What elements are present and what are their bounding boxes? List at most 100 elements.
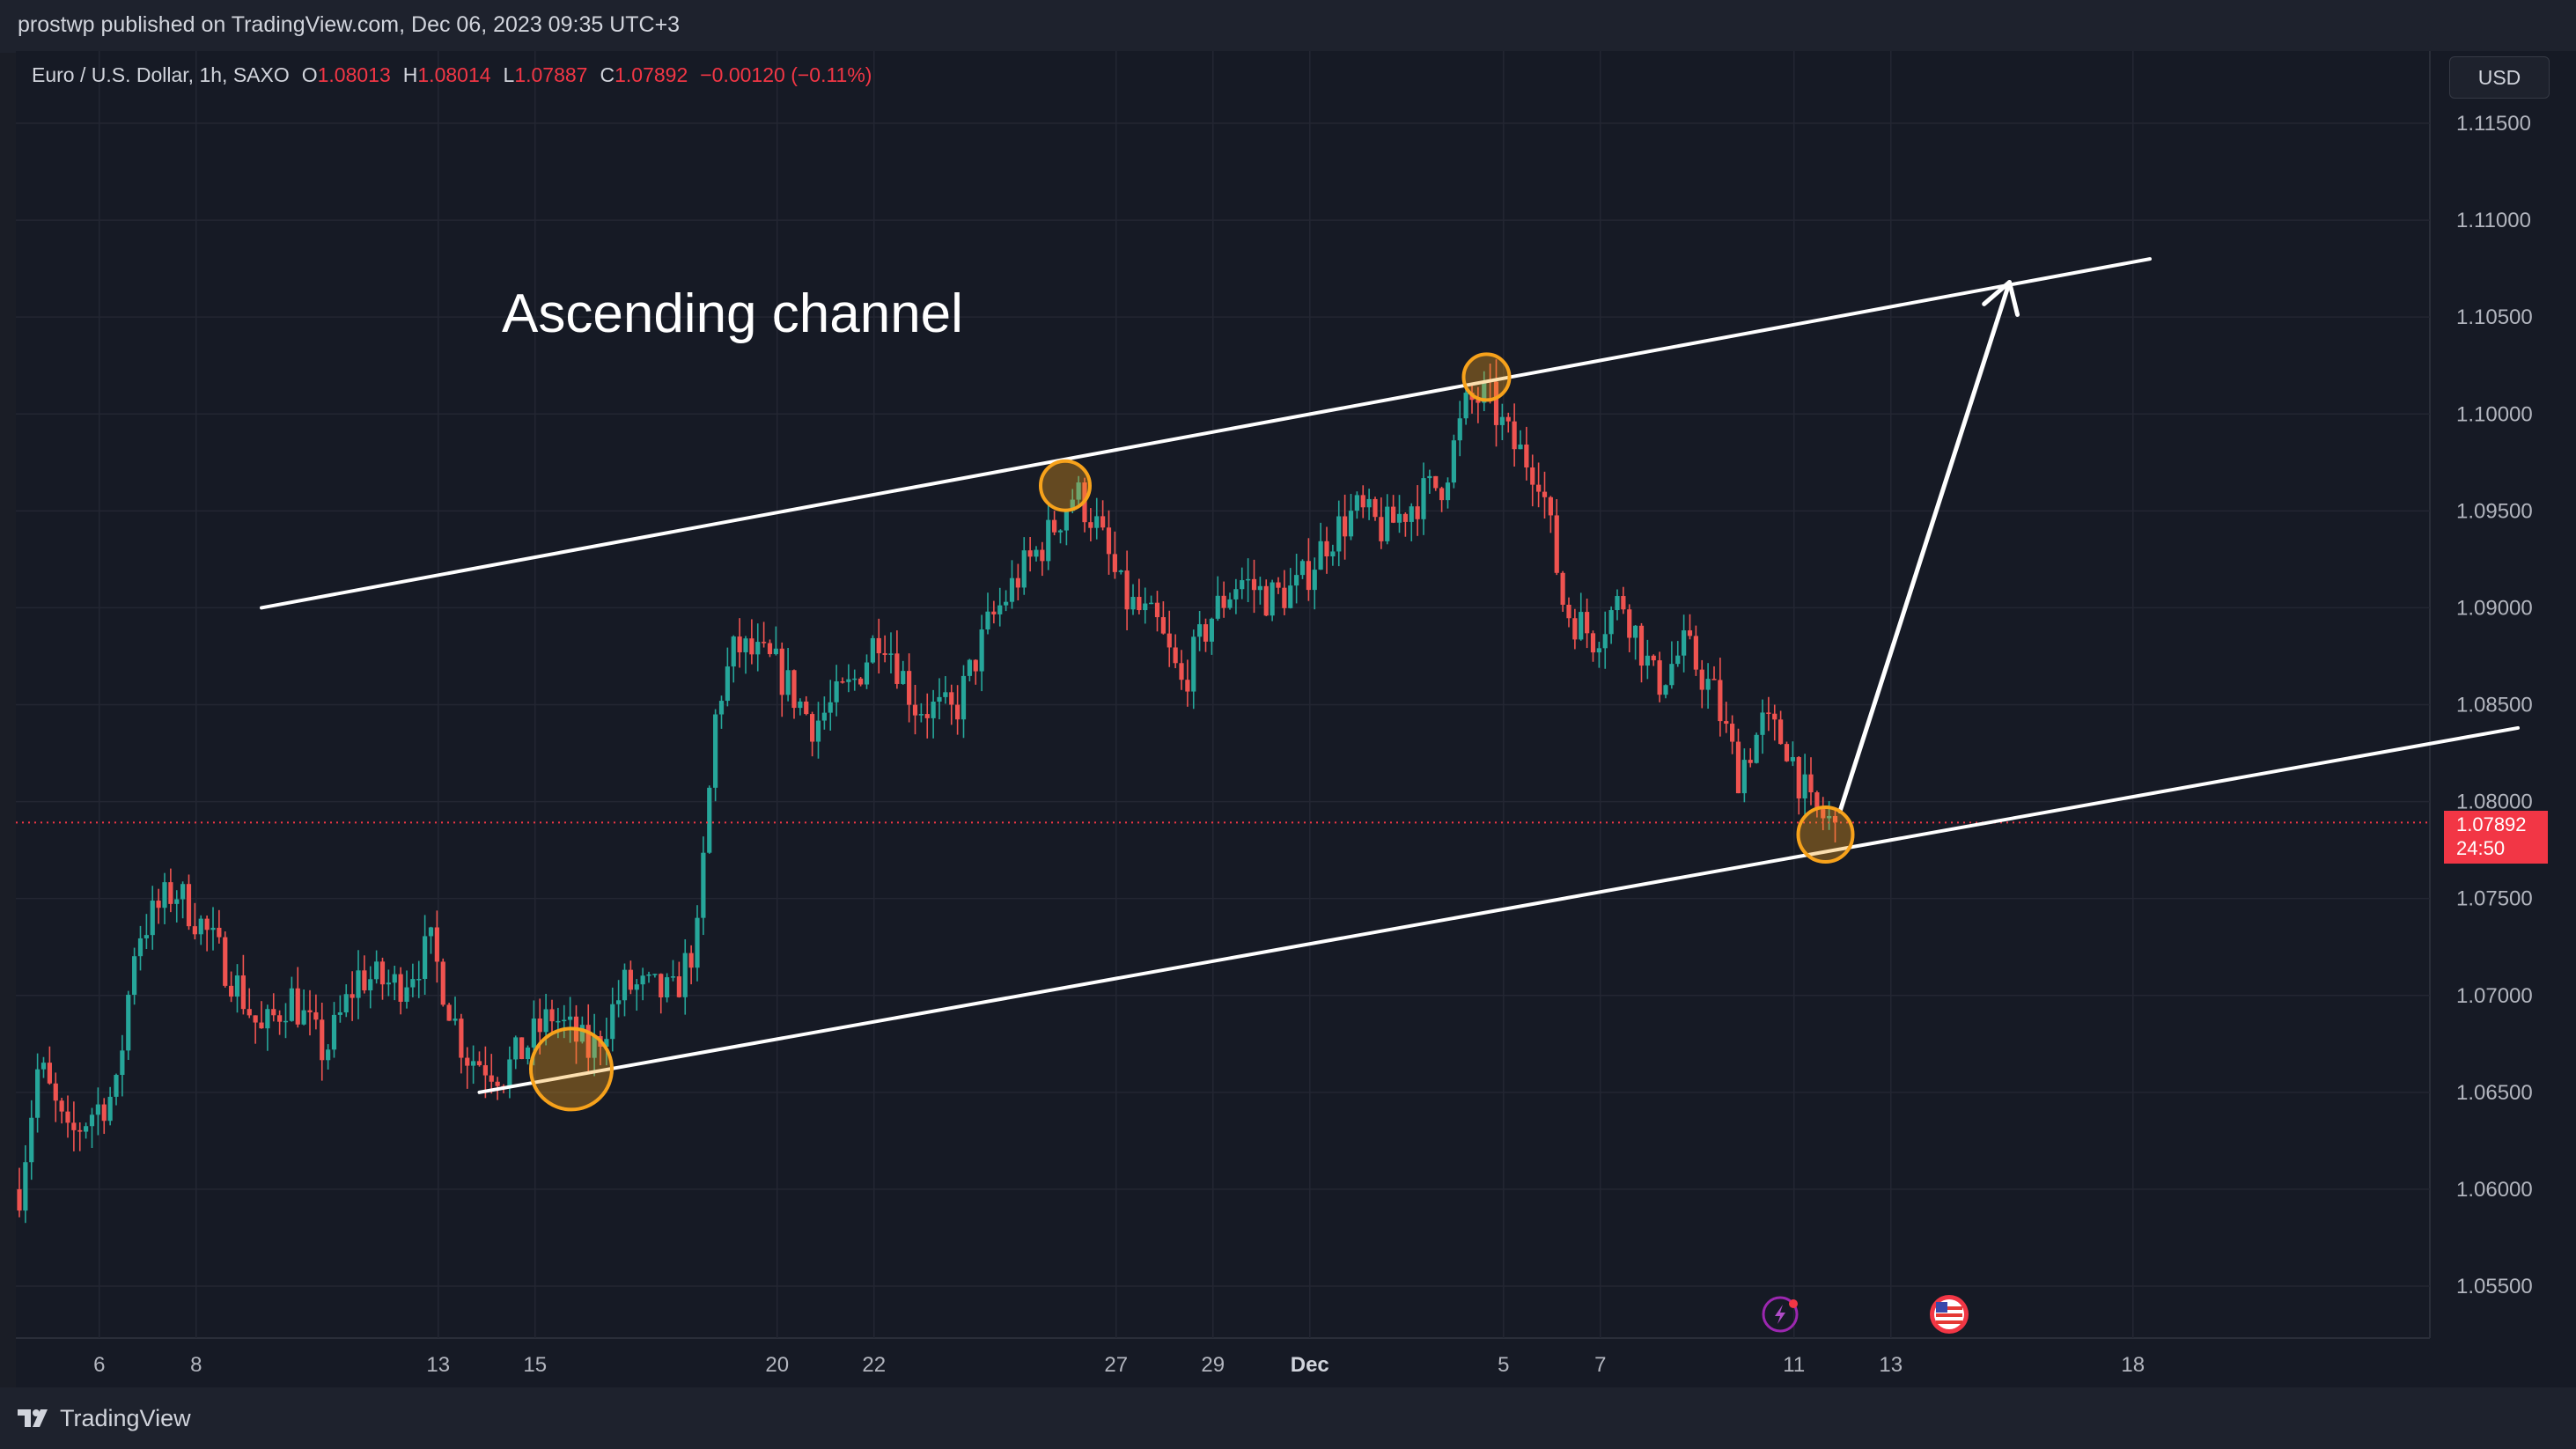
last-price-value: 1.07892	[2456, 813, 2527, 835]
candle-body	[1602, 634, 1608, 649]
candle-body	[1330, 551, 1336, 557]
candle-body	[1402, 513, 1408, 522]
candle-body	[1536, 484, 1542, 492]
candle-body	[1778, 719, 1784, 745]
candle-body	[652, 974, 658, 975]
candle-body	[71, 1122, 77, 1130]
candle-body	[1687, 630, 1693, 636]
event-icons[interactable]	[1762, 1295, 1969, 1334]
chart-area[interactable]: 1.11500 1.11000 1.10500 1.10000 1.09500 1.090…	[16, 51, 2576, 1387]
touch-point-circle[interactable]	[529, 1026, 614, 1112]
candle-body	[1167, 633, 1172, 648]
candle-body	[459, 1019, 464, 1058]
candle-body	[1112, 554, 1117, 572]
candle-body	[1173, 647, 1178, 664]
target-arrow-head[interactable]	[1982, 280, 2020, 317]
candle-body	[168, 882, 173, 904]
candle-body	[549, 1009, 555, 1022]
y-tick-label: 1.08500	[2456, 694, 2533, 717]
candle-body	[1021, 550, 1027, 588]
candle-body	[513, 1037, 519, 1060]
candle-body	[1633, 625, 1638, 638]
candle-body	[1512, 421, 1517, 450]
axis-layer: 1.11500 1.11000 1.10500 1.10000 1.09500 1.090…	[93, 112, 2533, 1377]
top-banner: prostwp published on TradingView.com, De…	[0, 0, 2576, 53]
candle-body	[1312, 570, 1317, 591]
candle-body	[1221, 595, 1226, 608]
candle-body	[265, 1009, 270, 1029]
candle-body	[307, 1010, 313, 1012]
candle-body	[1143, 603, 1148, 611]
candle-body	[1015, 577, 1020, 588]
candle-body	[912, 704, 918, 716]
candle-body	[901, 671, 906, 684]
candle-body	[852, 678, 857, 680]
candle-body	[120, 1050, 125, 1076]
candle-body	[1185, 680, 1190, 692]
footer-bar	[0, 1387, 2576, 1449]
lower-channel-line[interactable]	[477, 725, 2520, 1094]
candle-body	[77, 1129, 83, 1132]
chart-svg[interactable]: 1.11500 1.11000 1.10500 1.10000 1.09500 1.090…	[16, 51, 2576, 1387]
candle-body	[1149, 602, 1154, 605]
candle-body	[1094, 516, 1100, 528]
candle-body	[1548, 496, 1553, 516]
candle-body	[882, 653, 887, 655]
candle-body	[1257, 585, 1262, 591]
candle-body	[1608, 610, 1614, 635]
change-value: −0.00120 (−0.11%)	[700, 63, 872, 86]
tradingview-logo[interactable]: TradingView	[18, 1402, 191, 1434]
lightning-event-icon[interactable]	[1762, 1296, 1799, 1333]
touch-point-circle[interactable]	[1039, 459, 1092, 512]
candle-body	[640, 975, 645, 985]
candle-body	[1796, 757, 1801, 798]
target-arrow[interactable]	[1837, 280, 2012, 814]
touch-point-circle[interactable]	[1796, 805, 1855, 864]
y-tick-label: 1.10500	[2456, 305, 2533, 329]
upper-channel-line[interactable]	[260, 257, 2152, 610]
candle-body	[84, 1126, 89, 1132]
candle-body	[253, 1015, 258, 1023]
candle-layer	[17, 359, 1838, 1224]
candle-body	[1566, 604, 1571, 619]
candle-body	[1379, 517, 1384, 541]
candle-body	[471, 1061, 476, 1066]
candle-body	[283, 1020, 289, 1023]
candle-body	[1554, 515, 1559, 573]
candle-body	[1270, 582, 1275, 616]
candle-body	[1427, 475, 1432, 479]
candle-body	[1493, 381, 1499, 425]
candle-body	[785, 670, 791, 695]
grid-layer	[16, 51, 2431, 1339]
candle-body	[967, 659, 972, 676]
candle-body	[1415, 506, 1420, 519]
candle-body	[1572, 618, 1578, 640]
candle-body	[29, 1117, 34, 1163]
candle-body	[1318, 541, 1323, 570]
candle-body	[404, 987, 409, 1002]
candle-body	[937, 696, 942, 702]
us-flag-event-icon[interactable]	[1930, 1295, 1969, 1334]
drawing-layer[interactable]	[260, 257, 2520, 1112]
symbol-name[interactable]: Euro / U.S. Dollar, 1h, SAXO	[32, 63, 290, 86]
candle-body	[864, 662, 870, 685]
candle-body	[1814, 792, 1820, 810]
candle-body	[931, 702, 936, 718]
candle-body	[162, 882, 167, 908]
candle-body	[1579, 612, 1584, 640]
candle-body	[507, 1059, 512, 1087]
candle-body	[223, 937, 228, 986]
candle-body	[1693, 636, 1698, 670]
currency-button[interactable]: USD	[2449, 56, 2550, 99]
touch-point-circle[interactable]	[1461, 352, 1512, 402]
annotation-ascending-channel[interactable]: Ascending channel	[502, 283, 963, 344]
candle-body	[1524, 444, 1529, 468]
x-tick-label: 22	[862, 1353, 886, 1377]
candle-body	[1366, 498, 1372, 508]
candle-body	[1651, 655, 1656, 661]
candle-body	[247, 1009, 252, 1016]
candle-body	[1251, 578, 1257, 591]
candle-body	[755, 642, 761, 655]
candle-body	[229, 985, 234, 997]
candle-body	[1699, 669, 1704, 690]
